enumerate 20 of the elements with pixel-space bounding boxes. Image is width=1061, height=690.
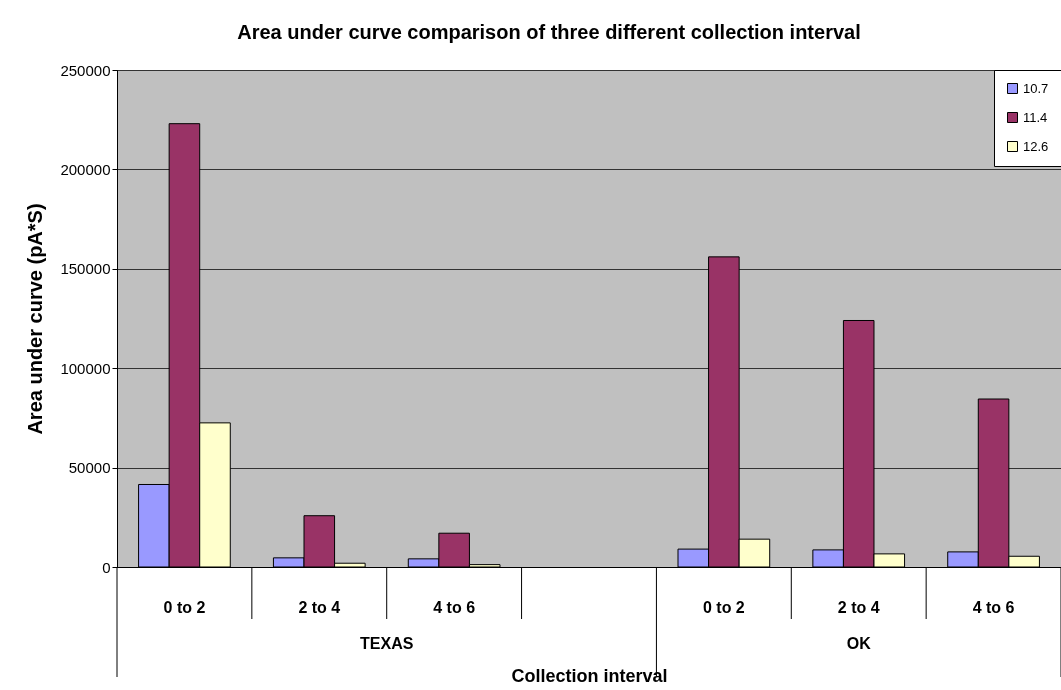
- legend-label: 10.7: [1023, 80, 1049, 96]
- y-tick-label: 150000: [60, 260, 111, 278]
- x-tick-label: 2 to 4: [298, 598, 341, 616]
- text: TEXAS: [360, 635, 414, 652]
- x-tick-label: 2 to 4: [837, 598, 880, 616]
- legend-label: 12.6: [1023, 138, 1049, 154]
- x-tick-label: 0 to 2: [702, 598, 745, 616]
- y-tick-label: 0: [102, 558, 111, 576]
- y-tick-label: 200000: [60, 160, 111, 178]
- y-tick-label: 250000: [60, 61, 111, 79]
- y-tick-label: 100000: [60, 359, 111, 377]
- y-tick-label: 50000: [68, 459, 111, 477]
- x-tick-label: 4 to 6: [972, 598, 1015, 616]
- text: OK: [846, 635, 872, 652]
- legend-label: 11.4: [1023, 109, 1048, 125]
- x-tick-label: 0 to 2: [163, 598, 206, 616]
- y-axis-title: Area under curve (pA*S): [24, 203, 47, 435]
- x-tick-label: 4 to 6: [433, 598, 476, 616]
- chart-title: Area under curve comparison of three different collection interval: [237, 21, 861, 43]
- x-axis-title: Collection interval: [511, 665, 668, 686]
